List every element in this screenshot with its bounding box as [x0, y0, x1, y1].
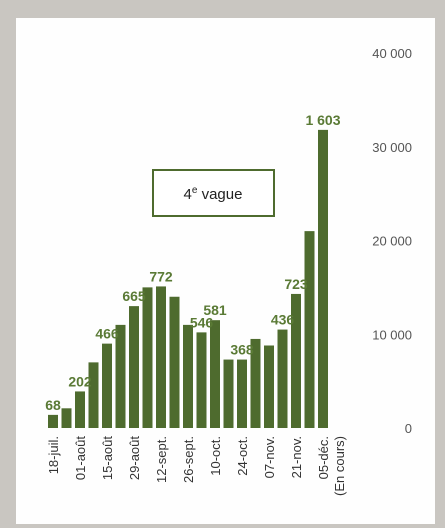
bar-15 — [250, 338, 261, 428]
bar-11 — [196, 332, 207, 428]
data-label-8: 772 — [149, 268, 173, 284]
bar-14 — [237, 359, 247, 428]
x-tick-label-7: 24-oct. — [235, 436, 250, 476]
chart-frame: 68 202 466 665 772 546 581 368 436 723 1 603 0 10 0… — [16, 18, 435, 524]
bar-4 — [102, 343, 112, 428]
annotation-text-rest: vague — [197, 186, 242, 203]
bar-16 — [264, 345, 274, 428]
y-tick-label-3: 30 000 — [372, 140, 412, 155]
data-label-2: 202 — [68, 373, 92, 389]
bar-13 — [223, 359, 234, 428]
data-label-0: 68 — [45, 397, 61, 413]
x-axis: 18-juil. 01-août 15-août 29-août 12-sept. 26-… — [46, 436, 347, 496]
y-tick-label-4: 40 000 — [372, 46, 412, 61]
bars-group — [48, 129, 328, 428]
x-tick-label-0: 18-juil. — [46, 436, 61, 474]
data-label-4: 466 — [95, 326, 119, 342]
data-label-6: 665 — [122, 288, 146, 304]
data-label-18: 723 — [284, 276, 308, 292]
x-tick-label-8: 07-nov. — [262, 436, 277, 478]
bar-9 — [169, 296, 180, 428]
bar-7 — [142, 287, 153, 428]
data-label-14: 368 — [230, 342, 254, 358]
y-axis: 0 10 000 20 000 30 000 40 000 — [372, 46, 412, 436]
x-tick-label-1: 01-août — [73, 436, 88, 480]
x-tick-label-10: 05-déc. — [316, 436, 331, 479]
x-tick-label-3: 29-août — [127, 436, 142, 480]
bar-2 — [75, 391, 85, 428]
bar-6 — [129, 306, 139, 428]
x-tick-label-2: 15-août — [100, 436, 115, 480]
x-tick-label-9: 21-nov. — [289, 436, 304, 478]
annotation-text: 4e vague — [184, 185, 243, 203]
annotation-text-sup: e — [192, 185, 198, 196]
bar-8 — [156, 286, 166, 428]
bar-18 — [291, 293, 301, 428]
bar-12 — [210, 320, 220, 428]
x-tick-label-11: (En cours) — [332, 436, 347, 496]
bar-20 — [318, 129, 328, 428]
bar-3 — [88, 362, 99, 428]
annotation: 4e vague — [152, 169, 275, 217]
x-tick-label-4: 12-sept. — [154, 436, 169, 483]
x-tick-label-5: 26-sept. — [181, 436, 196, 483]
bar-0 — [48, 414, 58, 428]
bar-19 — [304, 231, 315, 428]
y-tick-label-2: 20 000 — [372, 234, 412, 249]
data-label-12: 581 — [203, 302, 227, 318]
bar-17 — [277, 329, 288, 428]
bar-10 — [183, 324, 193, 428]
annotation-box — [152, 169, 275, 217]
bar-5 — [115, 324, 126, 428]
bar-1 — [61, 408, 72, 428]
x-tick-label-6: 10-oct. — [208, 436, 223, 476]
data-label-20: 1 603 — [305, 112, 340, 128]
data-label-17: 436 — [271, 312, 295, 328]
y-tick-label-1: 10 000 — [372, 327, 412, 342]
annotation-text-base: 4 — [184, 186, 192, 203]
data-label-11: 546 — [190, 314, 214, 330]
y-tick-label-0: 0 — [405, 421, 412, 436]
